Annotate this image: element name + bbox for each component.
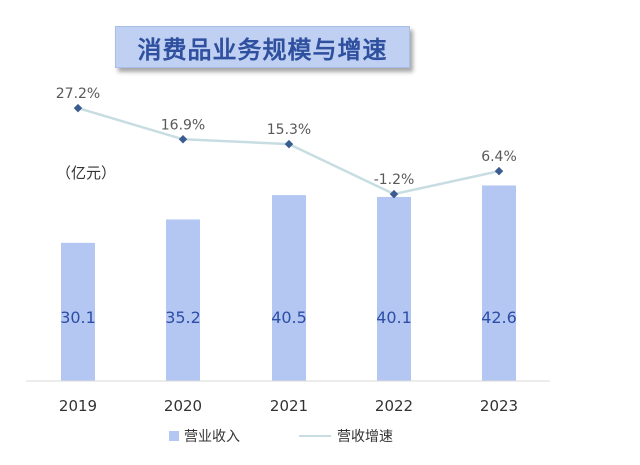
x-tick-label: 2019 [59, 397, 97, 415]
growth-value-label: 16.9% [161, 117, 205, 133]
growth-marker [73, 103, 83, 113]
legend: 营业收入 营收增速 [0, 426, 640, 450]
growth-marker [494, 166, 504, 176]
legend-item-revenue: 营业收入 [169, 426, 240, 446]
bar-value-label: 30.1 [60, 308, 96, 327]
legend-label-revenue: 营业收入 [184, 429, 240, 445]
x-tick-label: 2023 [480, 397, 518, 415]
x-tick-label: 2021 [270, 397, 308, 415]
growth-value-label: -1.2% [374, 172, 415, 188]
legend-item-growth: 营收增速 [299, 426, 393, 446]
bar-value-label: 42.6 [481, 308, 517, 327]
growth-marker [284, 139, 294, 149]
chart-title: 消费品业务规模与增速 [115, 26, 410, 68]
bar-2020 [166, 219, 200, 381]
labels-layer: 30.1 2019 35.2 2020 40.5 2021 40.1 2022 42.6 2023… [56, 86, 518, 415]
bar-value-label: 40.1 [376, 308, 412, 327]
growth-value-label: 6.4% [481, 149, 517, 165]
growth-marker [389, 189, 399, 199]
growth-value-label: 27.2% [56, 86, 100, 102]
growth-line [77, 106, 500, 196]
bar-2021 [272, 195, 306, 381]
bar-2019 [61, 242, 95, 381]
legend-bar-swatch [169, 431, 179, 441]
growth-value-label: 15.3% [267, 122, 311, 138]
growth-marker [178, 135, 188, 144]
unit-label: （亿元） [56, 164, 117, 182]
x-tick-label: 2022 [375, 397, 413, 415]
chart-plot: 30.1 2019 35.2 2020 40.5 2021 40.1 2022 42.6 2023… [26, 86, 550, 415]
growth-line-layer [73, 103, 504, 199]
bars-layer [61, 185, 516, 381]
bar-2023 [482, 185, 516, 381]
legend-line-swatch [299, 435, 331, 437]
bar-value-label: 35.2 [165, 308, 201, 327]
bar-2022 [377, 196, 411, 381]
bar-value-label: 40.5 [271, 308, 307, 327]
x-tick-label: 2020 [164, 397, 202, 415]
legend-label-growth: 营收增速 [337, 429, 393, 445]
